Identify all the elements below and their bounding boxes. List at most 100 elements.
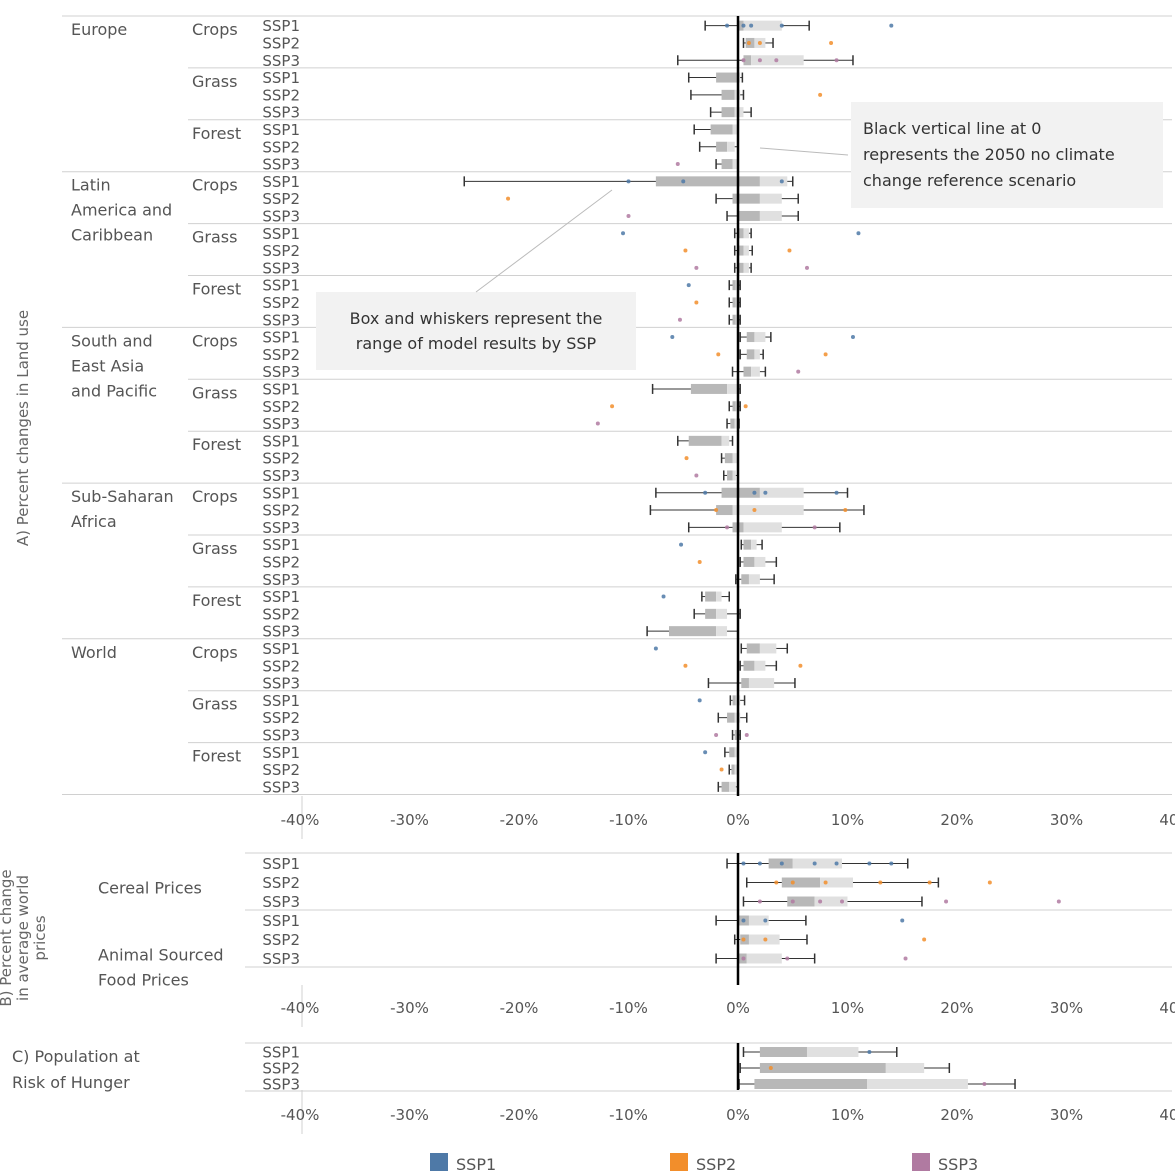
ssp-label: SSP2 — [262, 761, 300, 779]
box-lower — [729, 747, 735, 758]
box-upper — [743, 262, 749, 273]
data-point — [743, 404, 748, 409]
data-point — [812, 861, 817, 866]
data-point — [744, 732, 749, 737]
ssp-label: SSP2 — [262, 502, 300, 520]
box-upper — [759, 193, 782, 204]
ssp-label: SSP1 — [262, 329, 300, 347]
legend-label: SSP3 — [938, 1155, 978, 1174]
data-point — [741, 956, 746, 961]
x-tick-label: 0% — [726, 999, 750, 1017]
x-tick-label: 20% — [940, 999, 973, 1017]
data-point — [703, 750, 708, 755]
box-upper — [743, 245, 749, 256]
data-point — [626, 179, 631, 184]
panel-label-line: prices — [31, 915, 49, 960]
data-point — [694, 473, 699, 478]
box-lower — [738, 245, 744, 256]
group-label: Crops — [192, 20, 238, 39]
data-point — [757, 861, 762, 866]
box-lower — [705, 591, 717, 602]
data-point — [757, 899, 762, 904]
x-tick-label: 0% — [726, 1106, 750, 1124]
ssp-label: SSP2 — [262, 294, 300, 312]
data-point — [834, 58, 839, 63]
box-lower — [743, 366, 752, 377]
box-upper — [754, 556, 766, 567]
ssp-label: SSP1 — [262, 484, 300, 502]
box-upper — [732, 453, 738, 464]
box-upper — [759, 176, 788, 187]
data-point — [856, 231, 861, 236]
data-point — [683, 248, 688, 253]
data-point — [834, 490, 839, 495]
box-upper — [751, 539, 757, 550]
box-lower — [721, 107, 735, 118]
data-point — [626, 213, 631, 218]
box-upper — [732, 505, 804, 516]
data-point — [506, 196, 511, 201]
ssp-label: SSP1 — [262, 1044, 300, 1062]
ssp-label: SSP3 — [262, 893, 300, 911]
box-lower — [690, 383, 728, 394]
x-tick-label: 30% — [1050, 1106, 1083, 1124]
data-point — [661, 594, 666, 599]
data-point — [823, 352, 828, 357]
box-lower — [716, 72, 738, 83]
ssp-label: SSP2 — [262, 450, 300, 468]
ssp-label: SSP3 — [262, 259, 300, 277]
data-point — [675, 162, 680, 167]
data-point — [843, 508, 848, 513]
group-label: Forest — [192, 124, 241, 143]
box-lower — [734, 729, 738, 740]
data-point — [683, 663, 688, 668]
panel-label-line: Risk of Hunger — [12, 1073, 130, 1092]
box-upper — [734, 747, 738, 758]
box-lower — [732, 401, 736, 412]
data-point — [850, 335, 855, 340]
annotation-text: range of model results by SSP — [356, 334, 597, 353]
box-lower — [721, 89, 735, 100]
box-upper — [814, 896, 848, 907]
x-tick-label: -30% — [390, 999, 429, 1017]
legend-swatch — [912, 1153, 930, 1171]
data-point — [889, 23, 894, 28]
ssp-label: SSP2 — [262, 346, 300, 364]
ssp-label: SSP1 — [262, 17, 300, 35]
data-point — [790, 899, 795, 904]
data-point — [796, 369, 801, 374]
legend-label: SSP1 — [456, 1155, 496, 1174]
box-lower — [716, 141, 728, 152]
box-lower — [732, 297, 736, 308]
x-tick-label: 30% — [1050, 811, 1083, 829]
ssp-label: SSP1 — [262, 432, 300, 450]
box-upper — [729, 781, 736, 792]
data-point — [779, 861, 784, 866]
group-label: Forest — [192, 747, 241, 766]
chart-annotations: Black vertical line at 0 represents the 2… — [316, 102, 1163, 370]
box-upper — [734, 764, 738, 775]
data-point — [987, 880, 992, 885]
ssp-label: SSP3 — [262, 52, 300, 70]
box-upper — [748, 915, 769, 926]
box-lower — [732, 193, 760, 204]
region-label: Latin — [71, 176, 111, 195]
ssp-label: SSP3 — [262, 156, 300, 174]
box-lower — [721, 159, 733, 170]
data-point — [768, 1066, 773, 1070]
ssp-label: SSP1 — [262, 744, 300, 762]
box-upper — [867, 1079, 968, 1089]
box-lower — [787, 896, 815, 907]
box-upper — [716, 591, 722, 602]
box-lower — [710, 124, 733, 135]
box-lower — [743, 660, 755, 671]
box-upper — [743, 20, 782, 31]
annotation-text: represents the 2050 no climate — [863, 145, 1115, 164]
box-lower — [721, 781, 730, 792]
box-upper — [743, 228, 749, 239]
group-label: Forest — [192, 435, 241, 454]
group-label: Crops — [192, 487, 238, 506]
box-upper — [743, 522, 782, 533]
data-point — [716, 352, 721, 357]
